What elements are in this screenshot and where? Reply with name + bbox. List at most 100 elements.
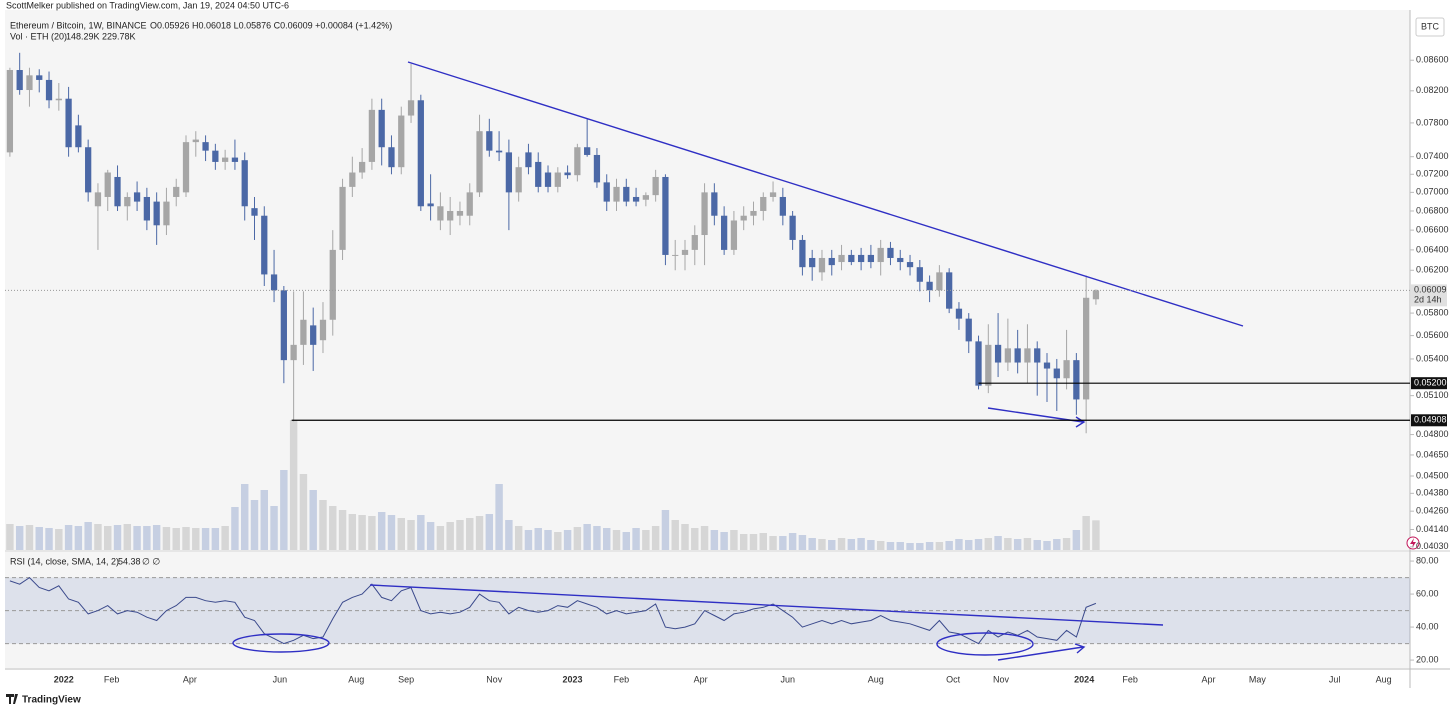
volume-bar xyxy=(289,420,298,550)
volume-bar xyxy=(544,530,552,550)
volume-bar xyxy=(64,525,73,550)
candle-body xyxy=(349,172,356,187)
candle-body xyxy=(623,186,630,202)
volume-bar xyxy=(368,516,376,550)
candle-body xyxy=(319,319,327,341)
candle-body xyxy=(398,115,405,168)
rsi-ellipse xyxy=(936,632,1034,656)
candle-body xyxy=(143,196,151,221)
volume-bar xyxy=(1043,541,1051,550)
rsi-trend-line xyxy=(369,584,1164,626)
candle-body xyxy=(495,150,503,153)
y-tick-label: 0.05800 xyxy=(1416,307,1449,317)
volume-bar xyxy=(642,530,650,550)
currency-box[interactable] xyxy=(1415,17,1445,37)
candle-body xyxy=(358,161,366,173)
volume-bar xyxy=(280,470,288,550)
volume-bar xyxy=(661,510,670,550)
x-tick-label: Sep xyxy=(398,674,414,684)
volume-bar xyxy=(84,522,92,550)
volume-bar xyxy=(798,535,807,550)
volume-bar xyxy=(387,515,396,550)
rsi-tick-label: 80.00 xyxy=(1416,555,1439,565)
rsi-legend: RSI (14, close, SMA, 14, 2) xyxy=(10,556,119,566)
volume-bar xyxy=(867,540,875,550)
candle-body xyxy=(515,167,522,193)
candle-body xyxy=(339,186,346,250)
candle-body xyxy=(133,192,141,202)
volume-bar xyxy=(788,533,797,550)
volume-bar xyxy=(407,520,415,550)
volume-bar xyxy=(691,528,699,550)
volume-bar xyxy=(446,522,454,550)
volume-bar xyxy=(133,526,141,550)
candle-body xyxy=(417,100,424,207)
x-tick-label: Aug xyxy=(1376,674,1392,684)
candle-body xyxy=(535,161,542,187)
candle-body xyxy=(574,147,581,176)
rsi-tick-label: 20.00 xyxy=(1416,654,1439,664)
volume-bar xyxy=(35,527,43,550)
volume-bar xyxy=(583,524,591,550)
y-tick-label: 0.05400 xyxy=(1416,353,1449,363)
volume-bar xyxy=(994,536,1002,550)
candle-body xyxy=(1073,360,1080,400)
candle-body xyxy=(750,210,757,216)
plot-layer xyxy=(5,52,1410,645)
volume-bar xyxy=(739,534,748,550)
candle-body xyxy=(85,147,92,193)
volume-bar xyxy=(925,542,934,550)
x-tick-label: Jul xyxy=(1329,674,1341,684)
volume-bar xyxy=(710,530,719,550)
volume-bar xyxy=(1092,520,1100,550)
volume-bar xyxy=(270,506,278,550)
candle-body xyxy=(985,344,992,386)
candle-body xyxy=(1043,362,1051,369)
y-tick-label: 0.04500 xyxy=(1416,470,1449,480)
candle-body xyxy=(16,70,23,91)
candle-body xyxy=(407,100,415,116)
y-tick-label: 0.07000 xyxy=(1416,187,1449,197)
candle-body xyxy=(593,154,601,183)
volume-bar xyxy=(847,539,856,550)
last-price-box xyxy=(1411,284,1447,307)
candle-body xyxy=(544,172,552,187)
volume-bar xyxy=(955,539,963,550)
y-tick-label: 0.07200 xyxy=(1416,169,1449,179)
volume-bar xyxy=(201,528,210,550)
volume-bar xyxy=(681,524,689,550)
candle-body xyxy=(672,254,679,256)
volume-bar xyxy=(260,490,268,550)
candle-body xyxy=(1083,297,1090,400)
candle-body xyxy=(427,203,434,207)
candle-body xyxy=(466,192,473,216)
volume-bar xyxy=(1053,539,1061,550)
volume-bar xyxy=(514,526,523,550)
candle-body xyxy=(1014,348,1021,363)
volume-bar xyxy=(1082,516,1090,550)
candle-body xyxy=(848,254,855,263)
candle-body xyxy=(994,344,1002,363)
price-line-box xyxy=(1411,377,1447,390)
candle-body xyxy=(838,254,845,263)
volume-bar xyxy=(182,527,190,550)
volume-bar xyxy=(1023,538,1032,550)
y-tick-label: 0.07800 xyxy=(1416,117,1449,127)
volume-bar xyxy=(377,512,386,550)
volume-bar xyxy=(563,530,572,550)
last-price-label: 0.06009 xyxy=(1414,285,1447,295)
candle-body xyxy=(505,152,513,193)
volume-bar xyxy=(25,525,34,550)
x-tick-label: Aug xyxy=(868,674,884,684)
candle-body xyxy=(809,257,816,268)
y-tick-label: 0.08200 xyxy=(1416,85,1449,95)
volume-bar xyxy=(1033,540,1041,550)
y-tick-label: 0.04380 xyxy=(1416,488,1449,498)
candle-body xyxy=(1004,348,1012,363)
volume-bar xyxy=(162,527,171,550)
candle-body xyxy=(153,201,160,226)
volume-bar xyxy=(524,530,533,550)
volume-bar xyxy=(475,516,484,550)
x-tick-label: Nov xyxy=(993,674,1010,684)
volume-bar xyxy=(603,528,611,550)
